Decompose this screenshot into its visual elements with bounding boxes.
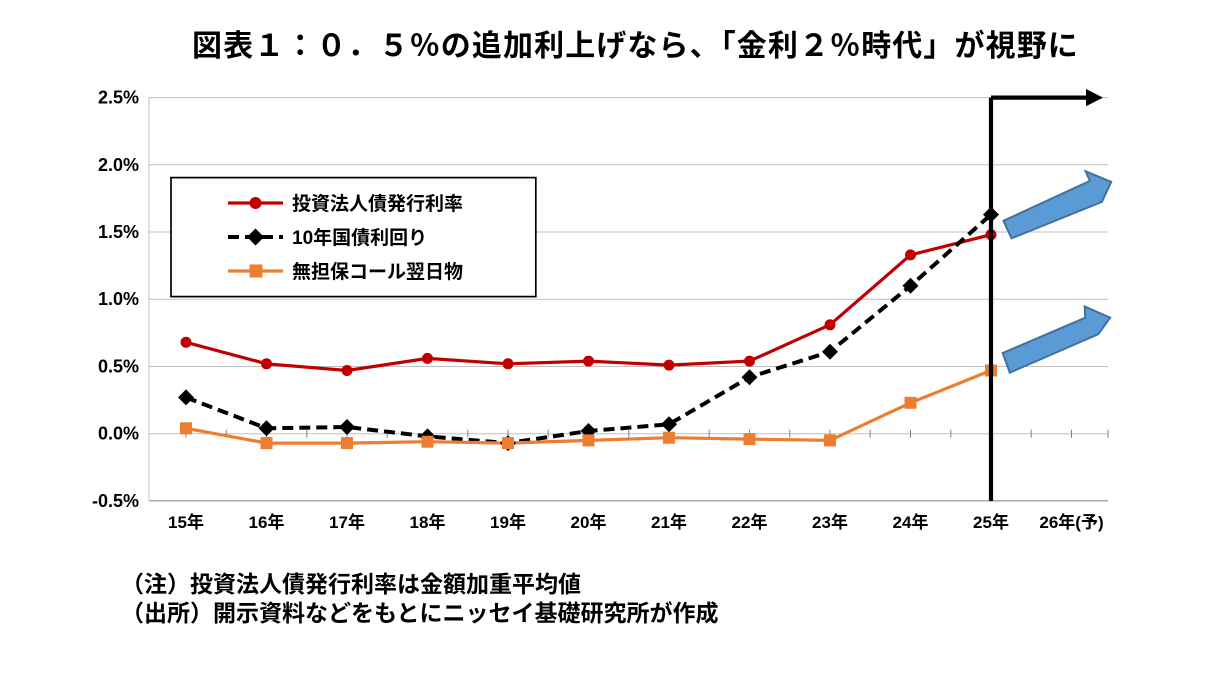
svg-text:22年: 22年 [732,512,768,532]
svg-text:投資法人債発行利率: 投資法人債発行利率 [292,193,463,215]
svg-text:19年: 19年 [490,512,526,532]
svg-text:26年(予): 26年(予) [1039,512,1103,532]
svg-text:無担保コール翌日物: 無担保コール翌日物 [292,260,463,283]
svg-text:-0.5%: -0.5% [92,491,139,511]
svg-text:25年: 25年 [973,512,1009,532]
svg-text:15年: 15年 [168,512,204,532]
svg-text:20年: 20年 [571,512,607,532]
svg-text:18年: 18年 [410,512,446,532]
svg-text:2.5%: 2.5% [98,88,139,108]
svg-text:17年: 17年 [329,512,365,532]
svg-text:16年: 16年 [249,512,285,532]
svg-text:1.5%: 1.5% [98,222,139,242]
svg-text:0.0%: 0.0% [98,424,139,444]
svg-text:1.0%: 1.0% [98,289,139,309]
svg-text:23年: 23年 [812,512,848,532]
svg-text:0.5%: 0.5% [98,357,139,377]
svg-text:2.0%: 2.0% [98,155,139,175]
svg-text:10年国債利回り: 10年国債利回り [292,226,427,249]
svg-text:24年: 24年 [893,512,929,532]
svg-text:21年: 21年 [651,512,687,532]
